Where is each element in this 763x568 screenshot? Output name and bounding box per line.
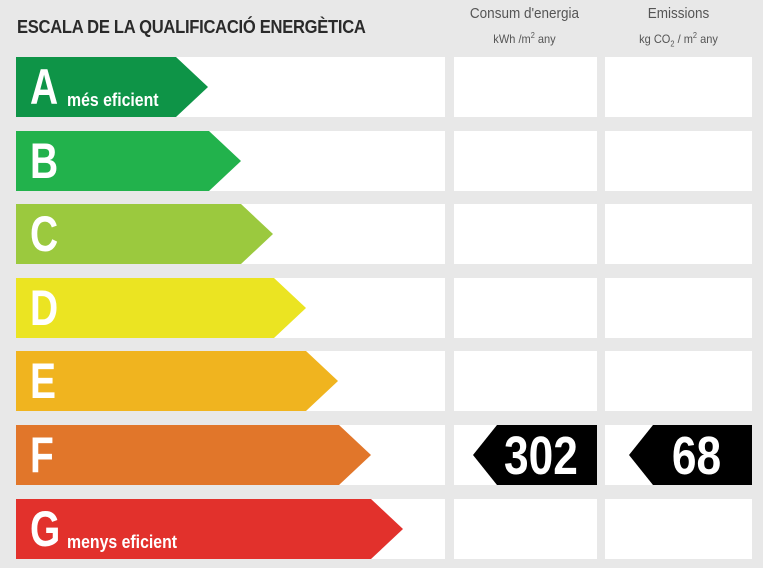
rating-letter: A [30,59,59,115]
emissions-column-header: Emissions kg CO2 / m2 any [605,4,752,52]
emissions-unit: kg CO2 / m2 any [639,31,718,49]
consum-cell [454,499,597,559]
emissions-cell [605,57,752,117]
rating-arrow-c [16,204,273,264]
rating-letter: E [30,353,57,409]
emissions-cell [605,499,752,559]
consum-cell [454,351,597,411]
rating-arrow-d [16,278,306,338]
rating-subtitle: més eficient [67,90,159,110]
consum-cell [454,278,597,338]
emissions-cell [605,278,752,338]
page-title: ESCALA DE LA QUALIFICACIÓ ENERGÈTICA [17,17,366,37]
emissions-cell [605,351,752,411]
consum-badge: 302 [473,425,597,486]
rating-letter: B [30,133,59,189]
rating-row-e: E [0,351,763,411]
consum-unit: kWh /m2 any [493,31,556,46]
rating-arrow-b [16,131,241,191]
emissions-cell [605,204,752,264]
rating-letter: C [30,206,59,262]
rating-subtitle: menys eficient [67,532,178,552]
rating-letter: G [30,501,61,557]
consum-badge-value: 302 [504,426,578,486]
consum-column-header: Consum d'energia kWh /m2 any [453,4,596,47]
consum-cell [454,131,597,191]
rating-arrow-a [16,57,208,117]
rating-letter: F [30,427,54,483]
emissions-badge-value: 68 [671,426,722,486]
rating-letter: D [30,280,59,336]
consum-title: Consum d'energia [469,5,580,22]
emissions-badge: 68 [629,425,752,486]
consum-cell [454,57,597,117]
rating-row-f: F 302 68 [0,425,763,486]
emissions-title: Emissions [647,5,710,22]
rating-arrow-g [16,499,403,559]
rating-arrow-f [16,425,371,485]
emissions-cell [605,131,752,191]
rating-row-c: C [0,204,763,264]
rating-row-b: B [0,131,763,191]
rating-row-d: D [0,278,763,338]
rating-arrow-e [16,351,338,411]
consum-cell [454,204,597,264]
